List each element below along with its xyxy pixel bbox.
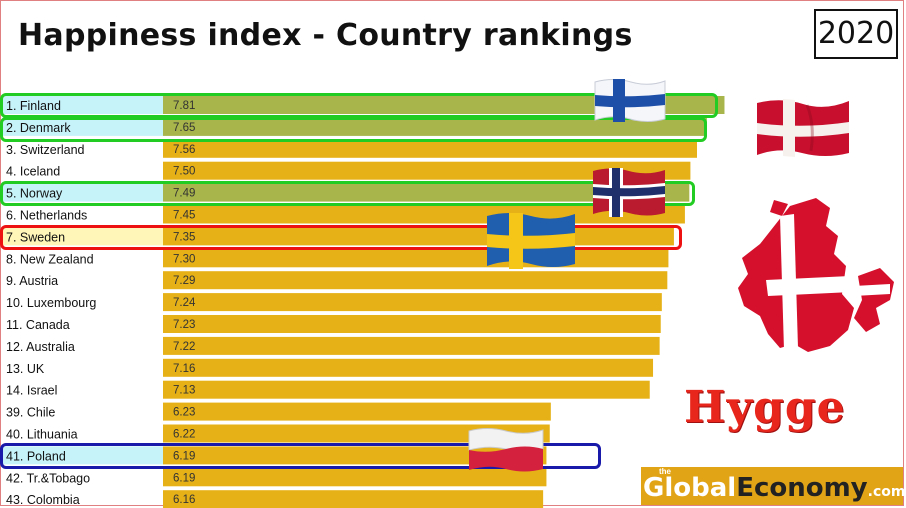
poland-highlight-box (0, 443, 601, 469)
finland-flag-icon (594, 79, 666, 122)
logo-the-text: the (659, 467, 671, 476)
sweden-flag-icon (487, 213, 575, 269)
bar (163, 336, 660, 355)
category-label: 4. Iceland (6, 165, 60, 179)
norway-flag-icon (593, 168, 665, 217)
bar (163, 402, 551, 421)
category-label-background (2, 446, 163, 465)
logo-global-text: Global (643, 473, 737, 503)
category-label-background (2, 183, 163, 202)
logo-com-text: .com (867, 484, 906, 500)
value-label: 7.24 (173, 297, 196, 309)
sweden-highlight-box (0, 225, 682, 250)
category-label: 12. Australia (6, 340, 75, 354)
category-label-background (2, 96, 163, 114)
value-label: 6.19 (173, 450, 195, 462)
bar (163, 293, 662, 312)
bar (163, 380, 650, 399)
value-label: 7.29 (173, 275, 195, 287)
value-label: 7.13 (173, 385, 195, 397)
value-label: 6.23 (173, 407, 195, 419)
bar (163, 315, 661, 333)
category-label: 7. Sweden (6, 230, 65, 244)
category-label: 13. UK (6, 362, 45, 376)
bar (163, 117, 707, 136)
logo-economy-text: Economy (736, 473, 868, 503)
poland-flag-icon (468, 428, 544, 472)
value-label: 7.45 (173, 210, 195, 222)
bar (163, 358, 654, 377)
category-label: 43. Colombia (6, 493, 80, 507)
category-label: 6. Netherlands (6, 209, 87, 223)
category-label: 10. Luxembourg (6, 296, 96, 310)
value-label: 7.56 (173, 144, 195, 156)
finland-highlight-box (0, 93, 718, 118)
category-label: 40. Lithuania (6, 428, 78, 442)
category-label: 1. Finland (6, 99, 61, 113)
value-label: 7.23 (173, 319, 195, 331)
year-badge: 2020 (814, 9, 898, 59)
category-label: 41. Poland (6, 449, 66, 463)
bar (163, 96, 725, 114)
bar (163, 424, 550, 443)
value-label: 7.65 (173, 122, 195, 134)
value-label: 7.16 (173, 363, 195, 375)
chart-title: Happiness index - Country rankings (18, 18, 633, 53)
category-label: 5. Norway (6, 187, 63, 201)
value-label: 7.50 (173, 166, 195, 178)
bar (163, 139, 697, 158)
category-label: 39. Chile (6, 406, 55, 420)
norway-highlight-box (0, 181, 695, 206)
category-label: 14. Israel (6, 384, 57, 398)
value-label: 6.22 (173, 429, 195, 441)
value-label: 6.19 (173, 472, 195, 484)
category-label: 11. Canada (6, 318, 70, 332)
bar (163, 490, 544, 508)
bar (163, 161, 691, 180)
denmark-map-icon (738, 198, 894, 352)
bar (163, 446, 547, 465)
bar (163, 271, 668, 290)
value-label: 7.30 (173, 253, 195, 265)
denmark-highlight-box (0, 117, 707, 142)
value-label: 6.16 (173, 494, 195, 506)
value-label: 7.49 (173, 188, 195, 200)
category-label: 2. Denmark (6, 121, 71, 135)
value-label: 7.35 (173, 231, 195, 243)
category-label: 42. Tr.&Tobago (6, 471, 90, 485)
value-label: 7.81 (173, 100, 195, 112)
category-label-background (2, 117, 163, 136)
bar (163, 183, 690, 202)
theglobaleconomy-logo: the GlobalEconomy.com (641, 467, 906, 505)
bar (163, 249, 669, 268)
category-label: 9. Austria (6, 274, 58, 288)
bar (163, 468, 547, 487)
hygge-logo: Hygge (684, 382, 846, 433)
category-label: 8. New Zealand (6, 252, 94, 266)
category-label-background (2, 227, 163, 246)
denmark-flag-icon (757, 99, 849, 157)
category-label: 3. Switzerland (6, 143, 85, 157)
value-label: 7.22 (173, 341, 195, 353)
